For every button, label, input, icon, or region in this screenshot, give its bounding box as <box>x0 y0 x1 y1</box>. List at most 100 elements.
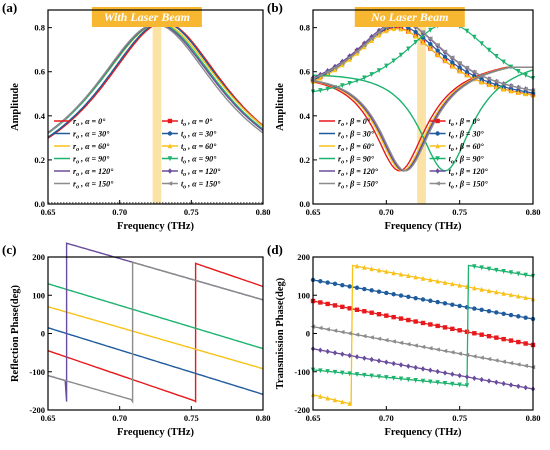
data-point <box>434 42 440 48</box>
series-line <box>47 261 264 404</box>
data-point <box>398 316 404 321</box>
panel-2: 0.65 0.70 0.75 0.80 -200 -100 0 100 200 Frequency… <box>2 242 270 438</box>
data-point <box>472 73 477 79</box>
data-point <box>369 310 374 315</box>
x-tick-label: 0.80 <box>526 207 541 217</box>
data-point <box>457 382 462 388</box>
data-point <box>332 397 338 403</box>
data-point <box>428 298 433 303</box>
data-point <box>442 49 448 54</box>
data-point <box>500 359 506 364</box>
data-point <box>442 370 448 376</box>
x-tick-label: 0.70 <box>112 413 127 423</box>
series-line <box>47 262 264 403</box>
data-point <box>508 292 514 298</box>
legend-symbol: t <box>181 117 184 126</box>
y-tick-label: 100 <box>297 290 310 300</box>
y-tick-label: 0 <box>306 329 310 339</box>
chart-title: No Laser Beam <box>370 10 448 24</box>
data-point <box>501 269 506 274</box>
data-point <box>501 86 506 92</box>
data-point <box>500 81 506 87</box>
data-point <box>516 383 521 389</box>
data-point <box>479 376 484 383</box>
title-banner <box>91 7 202 27</box>
data-point <box>522 363 528 369</box>
panel-1: 0.65 0.70 0.75 0.80 0.0 0.2 0.4 0.6 0.8 Frequency… <box>267 0 540 232</box>
data-point <box>435 51 440 57</box>
legend-symbol: r <box>338 117 342 126</box>
data-point <box>391 26 396 32</box>
data-point <box>501 380 506 387</box>
data-point <box>318 279 323 284</box>
data-point <box>398 271 404 277</box>
data-point <box>406 294 411 300</box>
data-point <box>450 371 455 377</box>
data-point <box>354 285 360 290</box>
legend-subscript: o <box>183 122 186 128</box>
data-point <box>457 303 462 309</box>
data-point <box>167 181 173 186</box>
data-point <box>457 65 462 70</box>
data-point <box>324 327 330 332</box>
data-point <box>318 368 323 374</box>
data-point <box>486 266 492 272</box>
data-point <box>376 68 382 74</box>
data-point <box>494 335 499 340</box>
data-point <box>167 156 173 162</box>
data-point <box>369 72 374 78</box>
data-point <box>347 352 352 359</box>
y-tick-label: 100 <box>32 290 45 300</box>
legend-angle: , α = 30° <box>79 130 110 139</box>
data-point <box>472 375 477 381</box>
y-tick-label: 0.0 <box>34 199 45 209</box>
data-point <box>464 72 470 78</box>
legend-label: to , β = 150° <box>449 180 489 191</box>
legend-symbol: t <box>181 155 184 164</box>
y-tick-label: 0.0 <box>299 199 310 209</box>
legend-symbol: r <box>73 167 77 176</box>
chart-title: With Laser Beam <box>104 10 190 24</box>
data-point <box>508 360 514 366</box>
legend-symbol: t <box>449 117 452 126</box>
data-point <box>398 362 404 368</box>
data-point <box>516 271 521 277</box>
data-point <box>362 264 367 270</box>
legend-label: to , β = 120° <box>449 167 489 178</box>
data-point <box>456 351 462 356</box>
legend-symbol: t <box>181 130 184 139</box>
y-axis-label: Amplitude <box>275 83 286 131</box>
data-point <box>501 290 506 296</box>
data-point <box>362 44 367 50</box>
legend-label: ro , β = 0° <box>338 117 371 128</box>
x-tick-label: 0.75 <box>184 413 199 423</box>
data-point <box>523 272 528 278</box>
legend-symbol: r <box>73 155 77 164</box>
data-point <box>478 355 484 360</box>
data-point <box>457 282 462 288</box>
data-point <box>413 319 418 324</box>
data-point <box>362 75 367 81</box>
data-point <box>472 306 477 311</box>
data-point <box>442 57 448 63</box>
y-tick-label: -200 <box>29 405 45 415</box>
legend-symbol: r <box>73 180 77 189</box>
data-point <box>325 86 330 92</box>
y-tick-label: 0.8 <box>299 23 310 33</box>
legend-label: ro , α = 150° <box>73 180 114 191</box>
data-point <box>354 307 360 312</box>
data-point <box>428 322 433 327</box>
data-point <box>493 79 499 84</box>
x-tick-label: 0.80 <box>256 413 271 423</box>
data-point <box>442 325 448 330</box>
legend-label: to , α = 150° <box>181 180 221 191</box>
data-point <box>398 376 404 382</box>
data-point <box>405 341 411 347</box>
legend-subscript: o <box>451 135 454 141</box>
legend-subscript: o <box>76 185 79 191</box>
data-point <box>450 302 455 307</box>
data-point <box>398 340 404 346</box>
data-point <box>376 311 382 317</box>
data-point <box>515 85 521 90</box>
legend-label: to , α = 30° <box>181 130 217 141</box>
